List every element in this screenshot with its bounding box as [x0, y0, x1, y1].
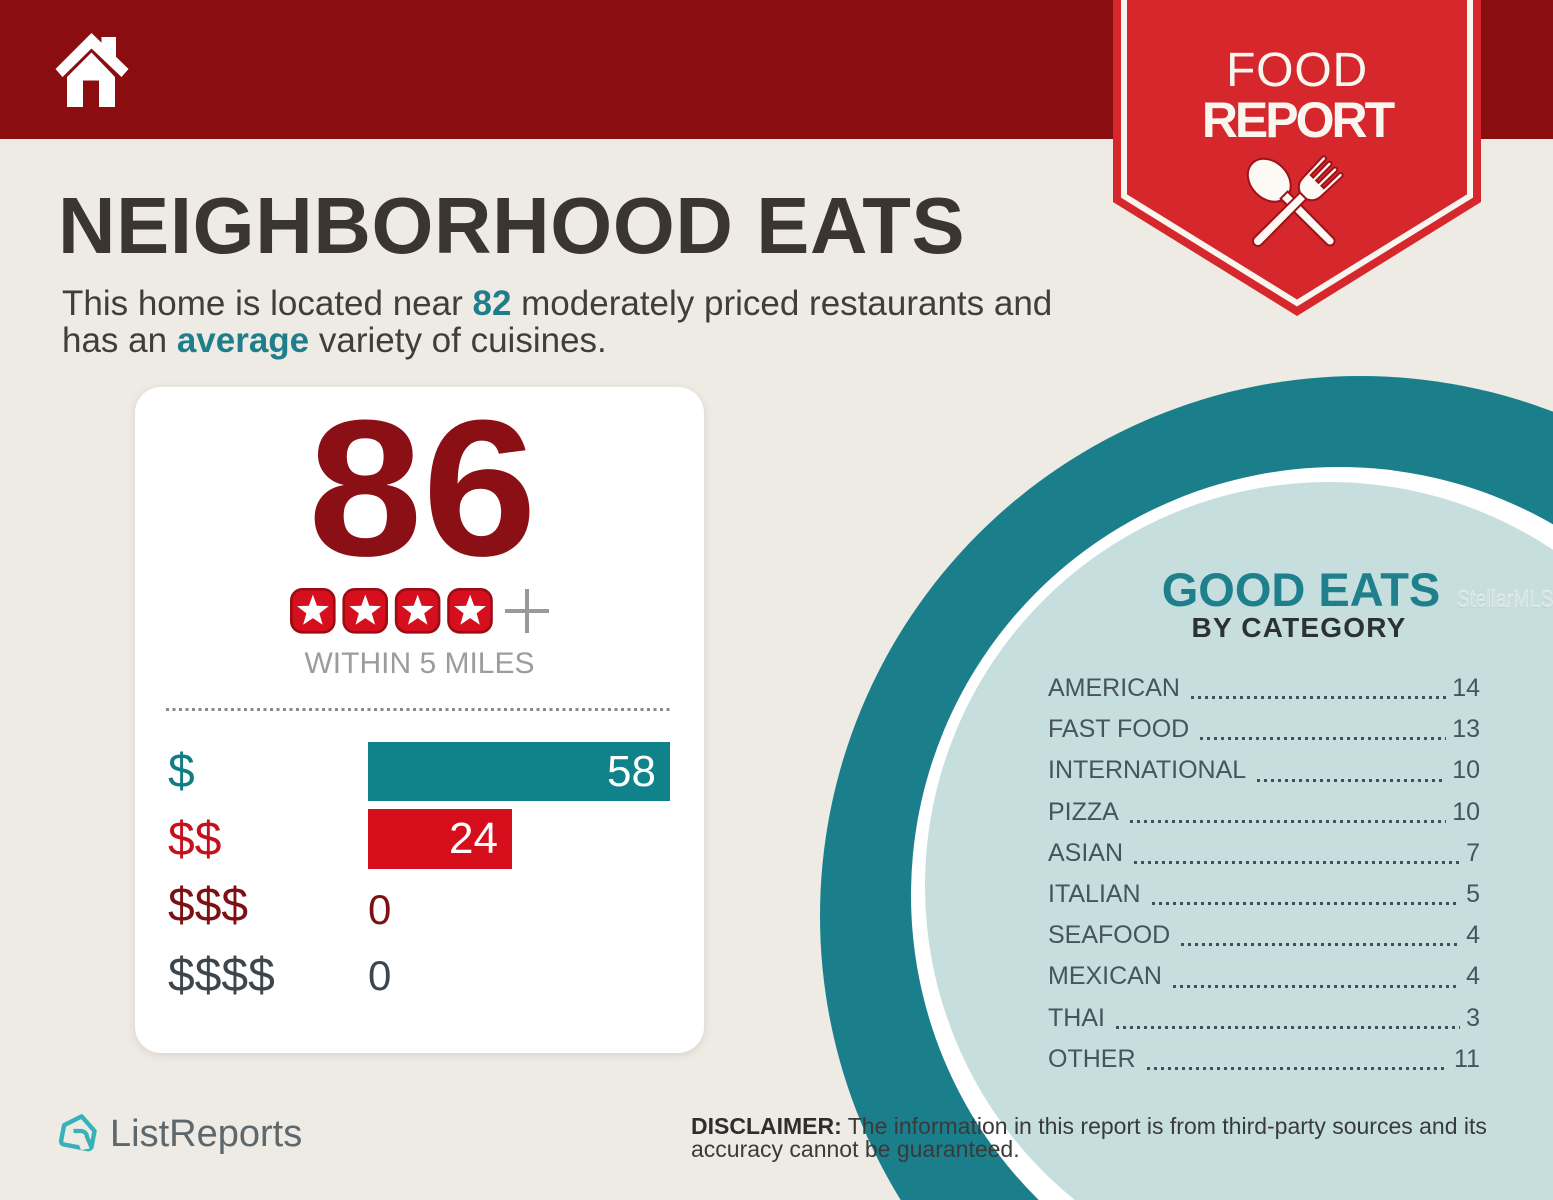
svg-text:FOOD: FOOD — [1226, 44, 1368, 97]
svg-text:REPORT: REPORT — [1202, 92, 1395, 148]
